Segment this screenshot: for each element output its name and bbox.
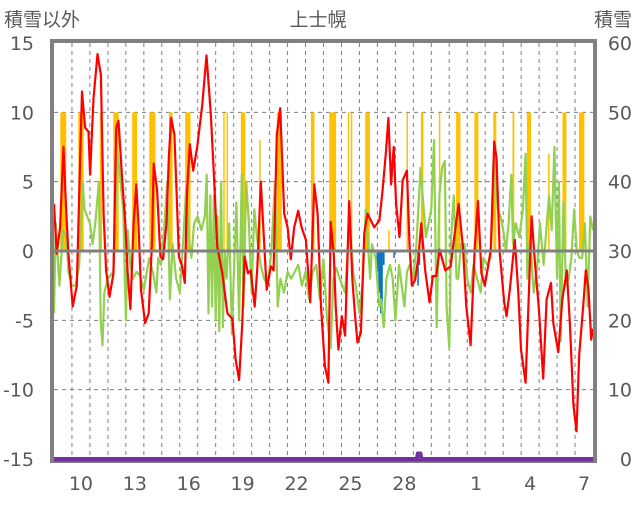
right-tick-label: 50 [608,102,632,124]
left-tick-label: -15 [3,449,34,471]
x-tick-label: 16 [177,473,201,495]
sunshine-bar [276,112,282,251]
x-tick-label: 19 [231,473,255,495]
sunshine-bar [223,112,225,251]
right-tick-label: 60 [608,33,632,55]
left-tick-label: 15 [10,33,34,55]
x-tick-label: 28 [392,473,416,495]
sunshine-bar [240,112,246,251]
sunshine-bar [132,112,138,251]
sunshine-bar [310,112,315,251]
left-tick-label: -10 [3,380,34,402]
precipitation-bar [393,251,395,258]
sunshine-bar [474,112,479,251]
left-axis-label: 積雪以外 [4,9,80,31]
x-tick-label: 10 [69,473,93,495]
x-tick-label: 1 [470,473,482,495]
sunshine-bar [60,112,67,251]
series-red-line [52,52,595,433]
sunshine-bar [78,112,84,251]
sunshine-bar [438,112,441,251]
x-tick-label: 25 [338,473,362,495]
precipitation-bar [418,251,421,265]
x-tick-label: 22 [284,473,308,495]
sunshine-bar [388,230,390,251]
sunshine-bar [578,112,585,251]
chart-title: 上士幌 [289,9,346,31]
precipitation-bar [417,251,419,286]
sunshine-bar [350,112,353,251]
sunshine-bar [365,112,370,251]
sunshine-bar [329,112,337,251]
left-tick-label: 10 [10,102,34,124]
precipitation-bar [382,251,385,265]
left-tick-label: 5 [22,172,34,194]
left-tick-label: -5 [15,310,34,332]
precipitation-bar [376,251,379,272]
x-tick-label: 4 [524,473,536,495]
right-tick-label: 30 [608,241,632,263]
right-tick-label: 40 [608,172,632,194]
sunshine-bar [226,112,228,251]
right-axis-label: 積雪 [594,9,632,31]
precipitation-bar [380,251,383,314]
sunshine-bar [456,112,461,251]
right-tick-label: 0 [620,449,632,471]
sunshine-bar [512,112,515,251]
sunshine-bar [526,112,532,251]
x-tick-label: 13 [123,473,147,495]
right-tick-label: 20 [608,310,632,332]
sunshine-bar [99,112,103,251]
sunshine-bar [562,112,567,251]
precipitation-bar [378,251,381,293]
sunshine-bar [168,112,173,251]
sunshine-bar [347,112,350,251]
right-tick-label: 10 [608,380,632,402]
x-tick-label: 7 [578,473,590,495]
left-tick-label: 0 [22,241,34,263]
